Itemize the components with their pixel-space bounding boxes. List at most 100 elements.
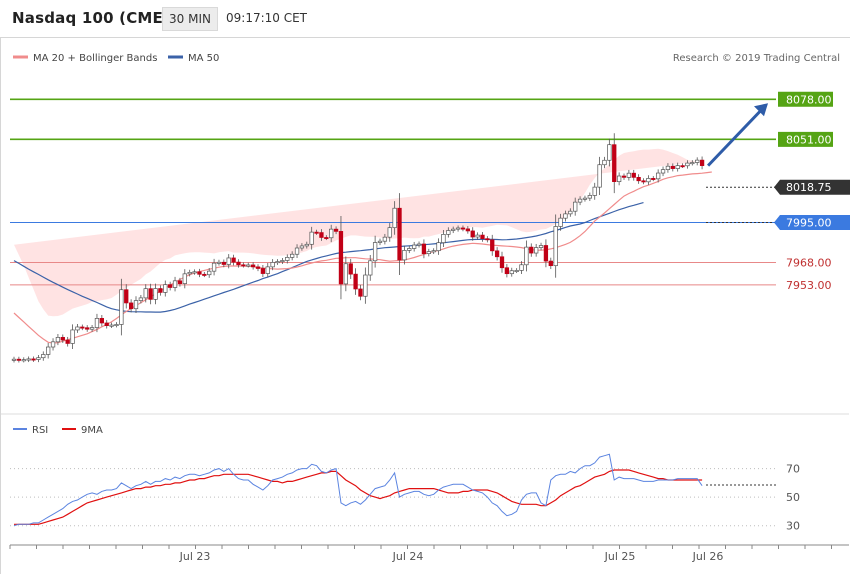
level-tag-resistance-1: 7968.00 [786,257,832,270]
candle-body-down [231,257,236,263]
candle [538,242,544,251]
candle-body-up [577,198,583,203]
candle-body-down [631,172,636,178]
candle [529,243,534,257]
candle [319,229,324,241]
candle-body-down [680,165,685,168]
candle [392,201,397,235]
candle-body-down [529,246,534,254]
candle [670,163,675,172]
candle-body-up [509,270,514,275]
candle [441,230,446,247]
rsi-tick-label: 30 [786,520,800,533]
candle [656,169,661,183]
candle-body-down [60,337,65,341]
candle [436,238,441,255]
candle-body-up [182,273,187,284]
candle [504,264,510,278]
candle-body-down [641,180,646,183]
candle-body-down [548,260,553,267]
candle [211,258,217,276]
rsi-line [13,453,703,527]
candle [514,268,519,274]
candle [660,166,666,177]
candles [11,133,705,363]
candle-body-down [480,234,485,240]
candle [270,259,275,271]
candle [543,239,549,268]
candle-body-up [153,288,158,300]
candle [221,259,226,268]
candle [207,268,212,278]
candle [109,322,114,329]
candle-body-up [75,326,80,331]
candle-body-up [451,228,456,231]
candle [475,232,480,240]
candle-body-up [675,165,680,169]
candle-body-up [377,240,383,243]
candle [75,324,80,333]
candle [143,284,148,303]
candle [582,195,588,202]
candle [50,338,56,351]
candle [382,233,388,245]
candle [26,356,31,363]
x-axis-labels: Jul 23 Jul 24 Jul 25 Jul 26 [179,550,724,563]
candle-body-up [11,358,17,361]
level-tag-box-pivot [774,214,850,230]
candle-body-up [660,169,666,174]
candle [348,258,353,279]
candle [397,193,402,276]
candle-body-down [177,280,183,284]
candle [573,197,578,216]
candle [172,276,178,292]
candle-body-up [55,337,61,343]
candle [695,157,700,166]
candle [246,262,251,268]
candle [490,234,495,256]
candle [485,236,490,243]
candle-body-up [563,213,568,219]
candle [148,283,153,305]
candle-body-up [172,280,178,288]
candle-body-up [46,346,51,355]
candle-body-down [65,339,70,344]
ma20-layer [13,171,712,344]
candle-body-down [490,239,495,252]
candle [524,240,529,272]
candle-body-down [348,263,353,275]
level-tag-text-resistance-2: 7953.00 [786,279,832,292]
candle [21,357,26,363]
candle-body-down [636,176,641,182]
candle [114,322,119,328]
candle [631,169,636,181]
candle [85,325,90,332]
candle [455,225,461,232]
candle [494,247,500,261]
candle [626,169,632,181]
candle-body-down [85,327,90,330]
candle-body-up [290,253,295,258]
candle-body-down [168,284,173,288]
candle [153,283,158,305]
candle-body-up [363,274,368,297]
candle-body-up [226,257,231,265]
candle-body-down [319,232,324,238]
arrow-shaft [706,108,764,167]
rsi-ma-line [14,469,703,525]
ma50-layer [13,202,644,313]
candle-body-down [465,228,470,232]
level-tag-text-pivot: 7995.00 [786,216,832,229]
rsi-grid: 30 50 70 [10,463,800,533]
candle-body-down [80,326,85,329]
candle [407,245,412,254]
interval-selector[interactable]: 30 MIN [162,7,218,31]
candle [128,299,134,313]
candle [216,259,222,266]
candle-body-up [36,357,41,360]
candle-body-down [485,238,490,241]
candle-body-down [202,273,207,276]
candle-body-up [553,226,558,267]
candle-body-up [626,172,632,178]
candle [46,342,51,359]
